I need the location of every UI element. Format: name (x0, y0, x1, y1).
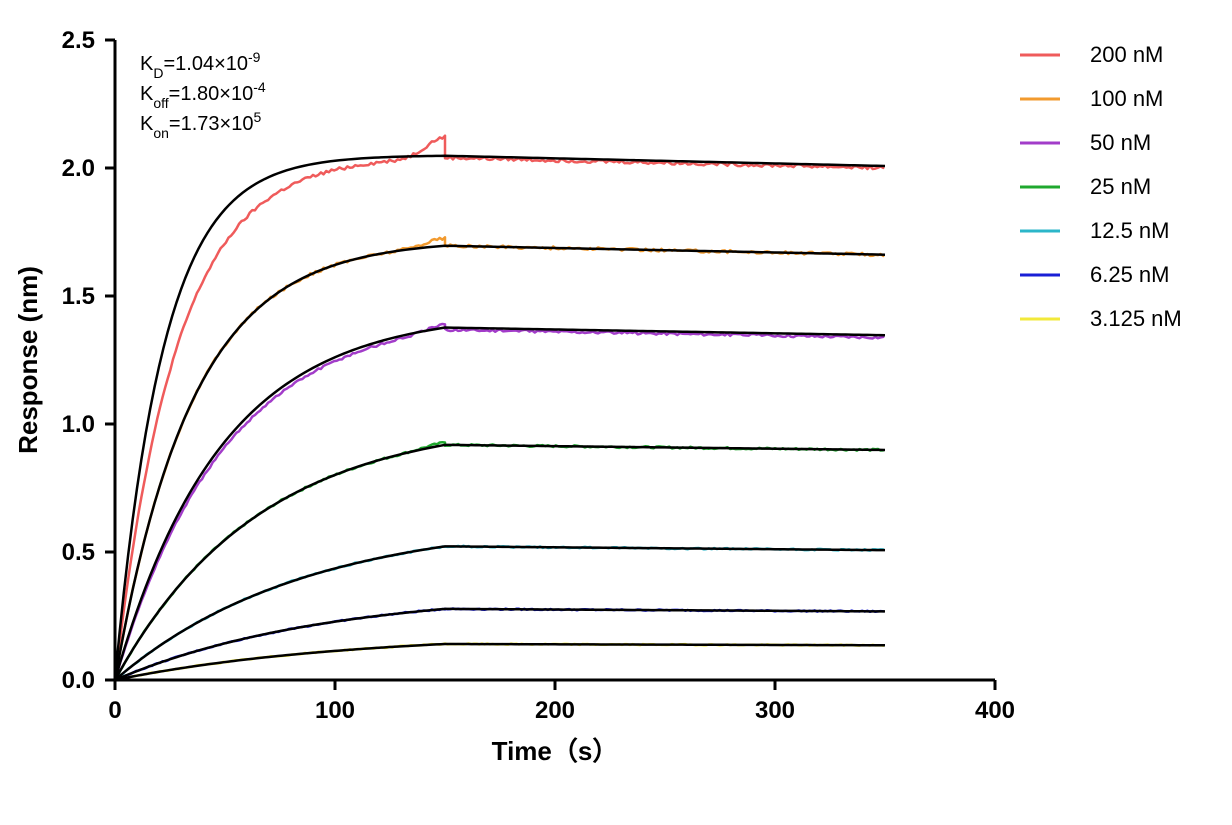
legend-label: 12.5 nM (1090, 218, 1170, 243)
legend-label: 6.25 nM (1090, 262, 1170, 287)
y-tick-label: 0.5 (62, 539, 95, 566)
y-tick-label: 2.0 (62, 155, 95, 182)
chart-container: 0 100 200 300 400 0.0 0.5 1.0 1.5 2.0 2.5 Time（s） Re… (0, 0, 1232, 825)
legend-label: 200 nM (1090, 42, 1163, 67)
x-tick-label: 200 (535, 697, 575, 724)
legend-label: 100 nM (1090, 86, 1163, 111)
y-tick-label: 2.5 (62, 27, 95, 54)
sensorgram-chart: 0 100 200 300 400 0.0 0.5 1.0 1.5 2.0 2.5 Time（s） Re… (0, 0, 1232, 825)
legend-label: 50 nM (1090, 130, 1151, 155)
y-tick-label: 1.0 (62, 411, 95, 438)
x-tick-label: 400 (975, 697, 1015, 724)
y-tick-label: 1.5 (62, 283, 95, 310)
x-tick-label: 0 (108, 697, 121, 724)
x-tick-label: 100 (315, 697, 355, 724)
x-axis-label: Time（s） (492, 736, 619, 766)
x-tick-label: 300 (755, 697, 795, 724)
legend-label: 3.125 nM (1090, 306, 1182, 331)
y-tick-label: 0.0 (62, 667, 95, 694)
y-axis-label: Response (nm) (13, 266, 43, 454)
legend-label: 25 nM (1090, 174, 1151, 199)
